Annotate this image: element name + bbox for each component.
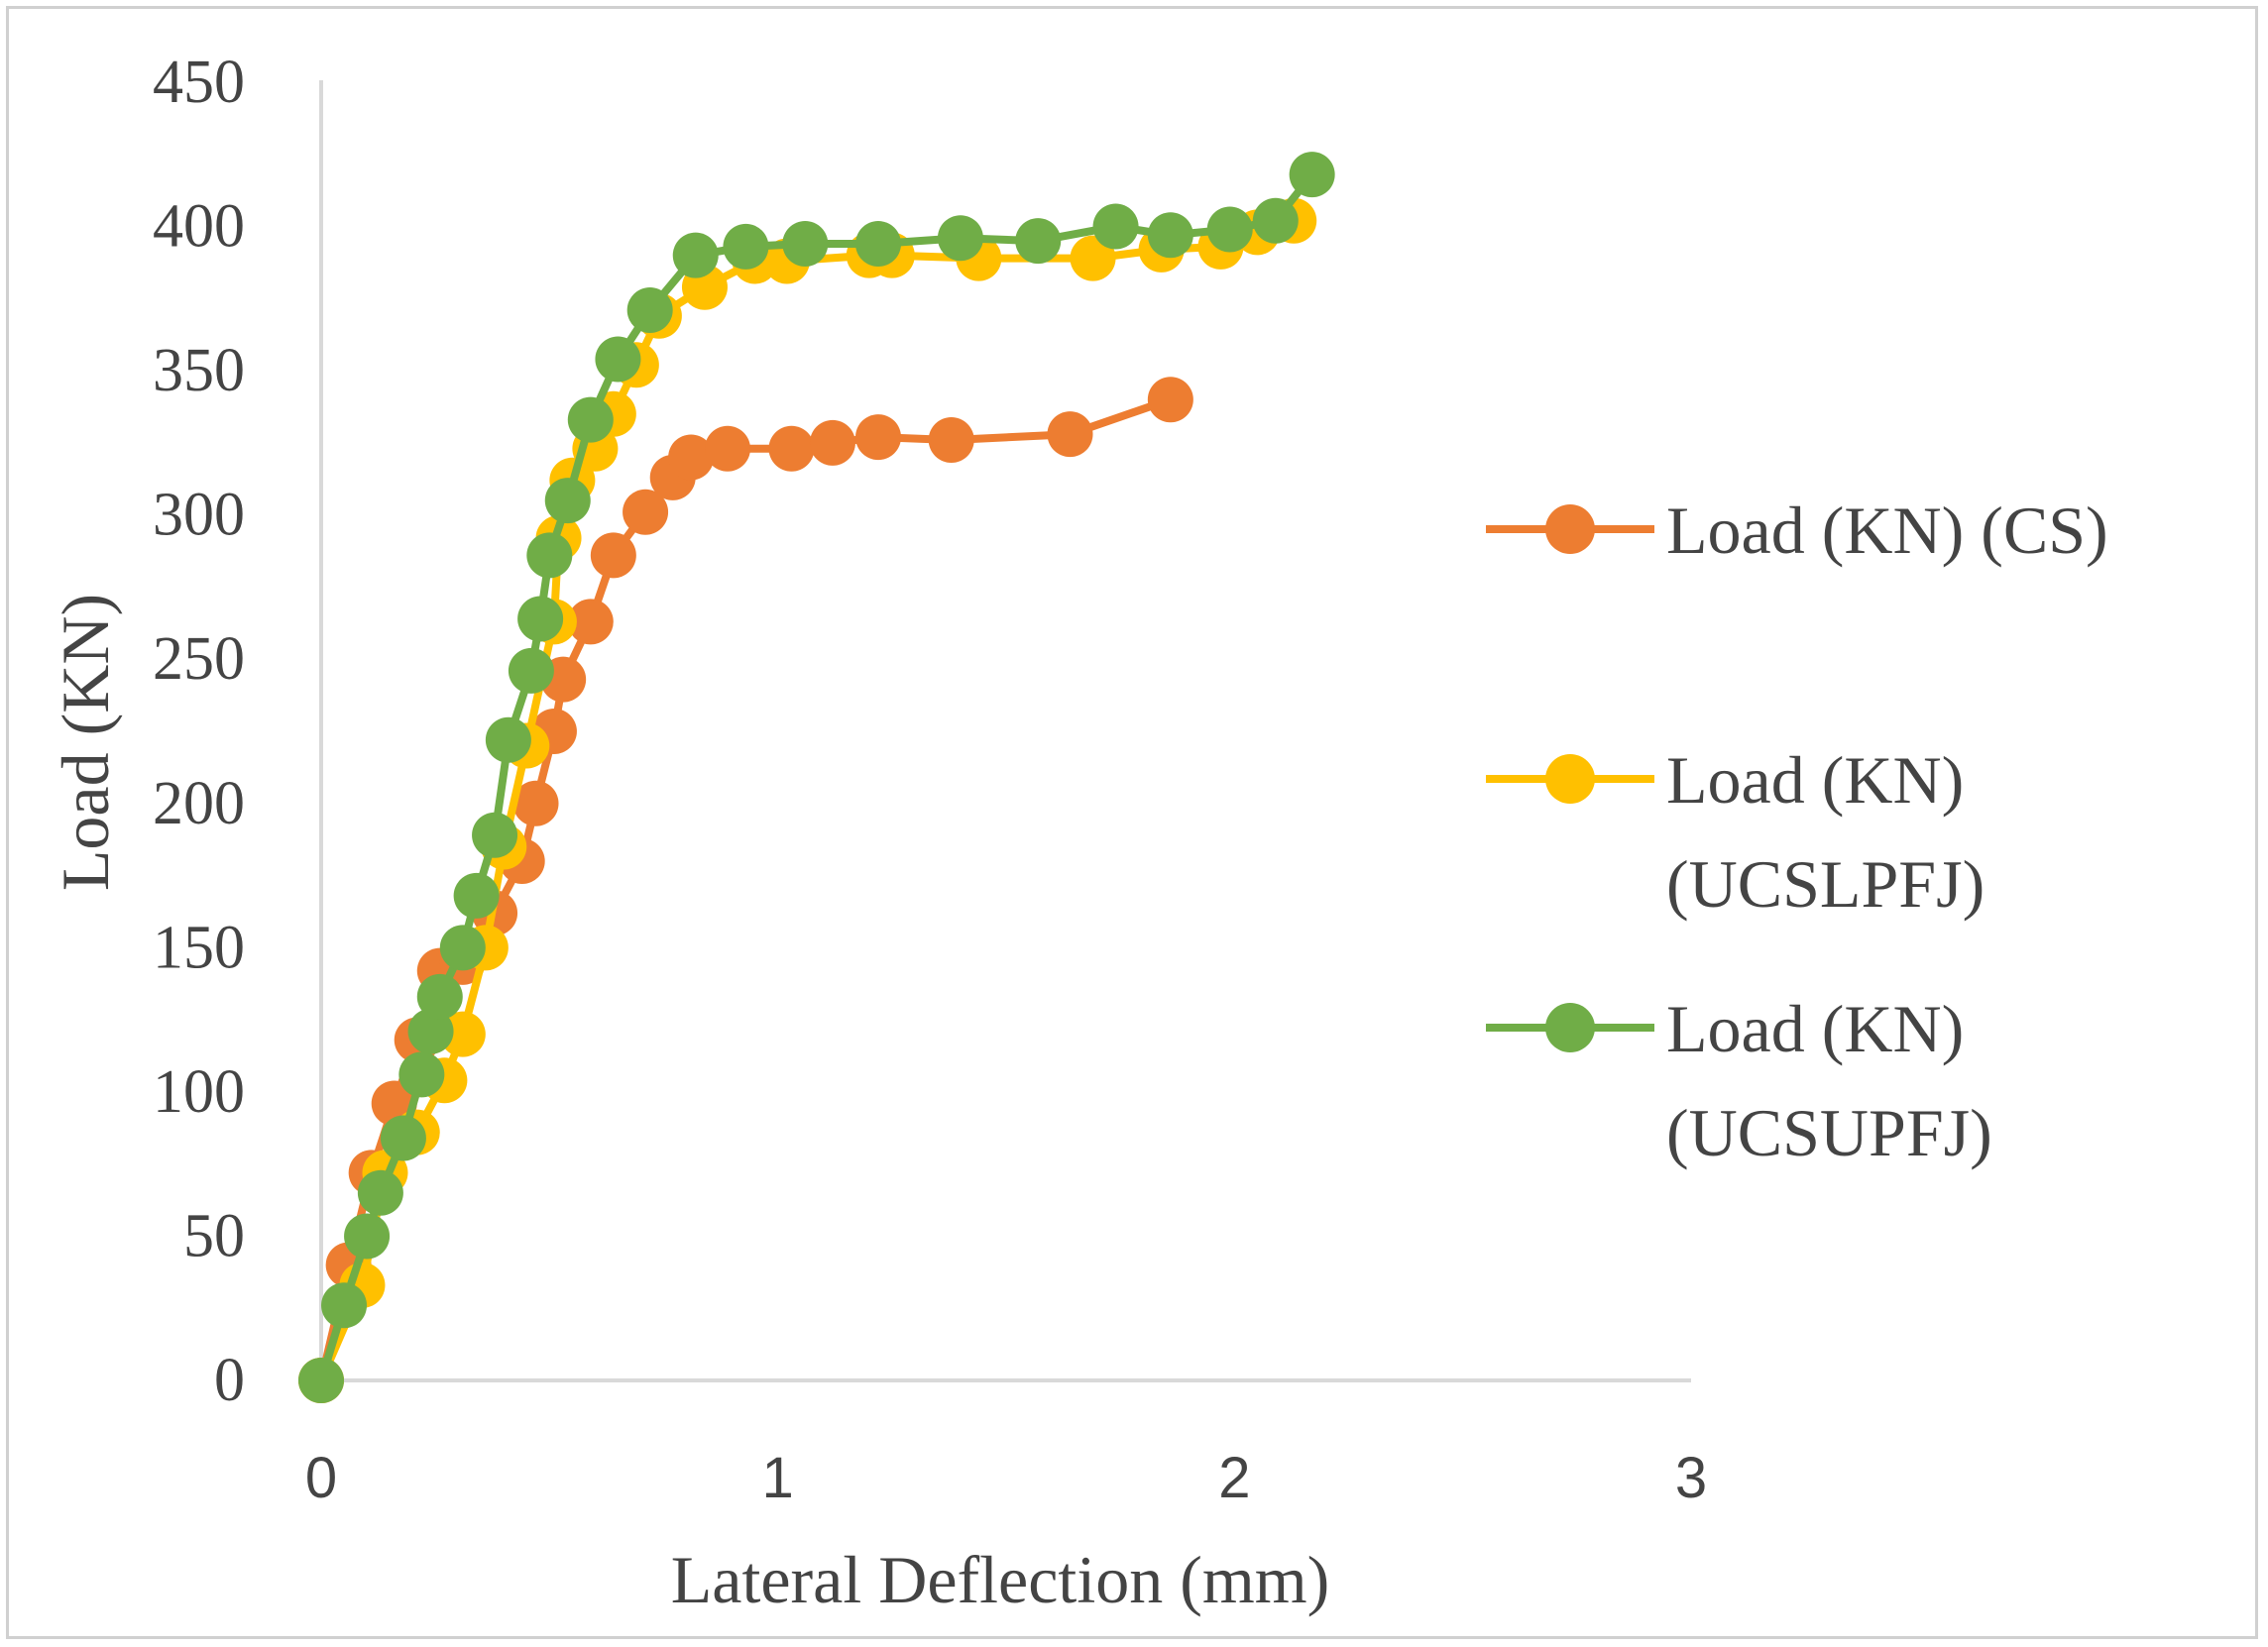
- legend-label: Load (KN): [1666, 991, 1964, 1066]
- data-point: [1070, 235, 1116, 281]
- series-line: [317, 171, 1315, 1382]
- x-tick-label: 0: [305, 1446, 337, 1510]
- y-tick-label: 300: [153, 482, 245, 549]
- data-point: [937, 215, 983, 262]
- data-point: [398, 1051, 445, 1098]
- legend-marker: [1545, 754, 1595, 804]
- data-point: [357, 1169, 403, 1216]
- legend-entry-1: Load (KN) (CS): [1486, 493, 2108, 568]
- y-tick-label: 50: [183, 1202, 245, 1269]
- y-tick-label: 150: [153, 914, 245, 981]
- data-point: [723, 223, 769, 270]
- data-point: [595, 336, 641, 383]
- data-point: [416, 973, 463, 1020]
- data-point: [855, 414, 902, 461]
- data-point: [439, 925, 486, 971]
- data-point: [1252, 197, 1299, 244]
- data-point: [855, 221, 902, 268]
- y-tick-label: 200: [153, 770, 245, 837]
- data-point: [1206, 206, 1253, 253]
- data-point: [517, 596, 564, 642]
- y-axis-title: Load (KN): [48, 594, 123, 891]
- line-chart: 0 50 100 150 200 250 300 350 400 450 0 1 2 3 Lateral…: [48, 49, 2108, 1617]
- data-point: [1147, 377, 1193, 423]
- data-point: [567, 396, 614, 443]
- legend-entry-3: Load (KN) (UCSUPFJ): [1486, 991, 1992, 1170]
- data-point: [526, 532, 573, 579]
- data-point: [407, 1008, 454, 1054]
- legend-marker: [1545, 504, 1595, 554]
- legend-entry-2: Load (KN) (UCSLPFJ): [1486, 742, 1984, 922]
- data-point: [512, 780, 559, 826]
- x-tick-label: 3: [1675, 1446, 1707, 1510]
- y-tick-label: 450: [153, 49, 245, 116]
- data-point: [1092, 203, 1139, 250]
- axes: [319, 80, 1691, 1382]
- y-tick-label: 350: [153, 337, 245, 404]
- y-tick-label: 250: [153, 625, 245, 693]
- x-tick-label: 2: [1218, 1446, 1250, 1510]
- legend-label: Load (KN): [1666, 742, 1964, 818]
- data-point: [508, 647, 554, 694]
- x-tick-label: 1: [762, 1446, 794, 1510]
- data-point: [544, 478, 591, 524]
- y-tick-label: 0: [214, 1347, 245, 1414]
- data-point: [485, 716, 531, 763]
- x-tick-labels: 0 1 2 3: [305, 1446, 1707, 1510]
- series-layer: [298, 152, 1335, 1403]
- data-point: [928, 416, 974, 463]
- series-3: [298, 152, 1335, 1403]
- data-point: [1147, 212, 1193, 259]
- series-line: [317, 395, 1173, 1381]
- data-point: [809, 419, 855, 466]
- data-point: [1015, 218, 1062, 265]
- x-axis-title: Lateral Deflection (mm): [671, 1542, 1330, 1617]
- legend-marker: [1545, 1003, 1595, 1052]
- y-tick-label: 100: [153, 1058, 245, 1126]
- data-point: [782, 221, 829, 268]
- data-point: [298, 1358, 344, 1403]
- data-point: [1047, 411, 1093, 458]
- data-point: [321, 1282, 368, 1329]
- data-point: [626, 286, 673, 333]
- data-point: [1289, 152, 1335, 198]
- legend-label: (UCSUPFJ): [1666, 1095, 1992, 1170]
- data-point: [472, 812, 518, 858]
- data-point: [380, 1115, 426, 1161]
- chart-frame: 0 50 100 150 200 250 300 350 400 450 0 1 2 3 Lateral…: [6, 6, 2258, 1639]
- data-point: [344, 1213, 391, 1260]
- y-tick-labels: 0 50 100 150 200 250 300 350 400 450: [153, 49, 245, 1414]
- data-point: [704, 425, 750, 472]
- series-line: [317, 216, 1296, 1382]
- data-point: [768, 425, 815, 472]
- data-point: [623, 489, 669, 535]
- data-point: [672, 232, 719, 278]
- legend: Load (KN) (CS)Load (KN)(UCSLPFJ)Load (KN…: [1486, 493, 2108, 1170]
- data-point: [453, 872, 500, 919]
- data-point: [668, 434, 715, 481]
- series-1: [298, 377, 1193, 1403]
- data-point: [567, 599, 614, 645]
- y-tick-label: 400: [153, 193, 245, 261]
- legend-label: Load (KN) (CS): [1666, 493, 2108, 568]
- legend-label: (UCSLPFJ): [1666, 846, 1984, 922]
- data-point: [590, 532, 636, 579]
